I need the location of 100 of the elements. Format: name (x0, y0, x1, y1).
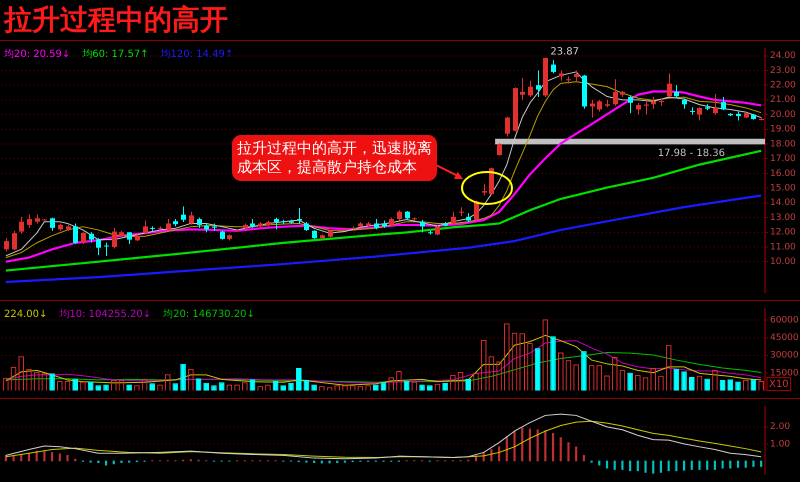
candlestick (12, 230, 17, 250)
bar (296, 368, 302, 391)
candlestick (73, 222, 78, 245)
bar (736, 460, 740, 468)
candlestick (435, 225, 440, 236)
y-tick-label: 24.00 (770, 51, 796, 62)
y-tick-label: 45000 (770, 333, 799, 344)
bar (698, 460, 701, 470)
candlestick (166, 218, 171, 231)
candlestick (597, 99, 602, 112)
candlestick (505, 116, 510, 138)
bar (49, 373, 55, 391)
bar (668, 460, 670, 472)
bar (104, 460, 108, 466)
y-tick-label: 1.00 (770, 439, 790, 450)
candlestick (551, 60, 556, 74)
candlestick (197, 217, 202, 228)
bar (528, 428, 532, 462)
bar (304, 380, 310, 391)
text: 224.00↓ (4, 308, 48, 320)
y-tick-label: 11.00 (770, 242, 796, 252)
text: 均10: 104255.20↓ (58, 308, 152, 320)
bar (250, 379, 256, 391)
bar (12, 456, 15, 462)
y-tick-label: 15000 (770, 368, 799, 378)
bar (536, 429, 539, 462)
candlestick (590, 99, 595, 118)
bar (196, 378, 202, 391)
candlestick (628, 94, 633, 114)
bar (320, 460, 323, 464)
bar (681, 371, 687, 391)
candlestick (682, 98, 687, 110)
candlestick (613, 78, 618, 106)
bar (74, 458, 76, 462)
candlestick (212, 222, 217, 232)
candlestick (397, 210, 402, 222)
candlestick (297, 208, 302, 224)
text: 均60: 17.57↑ (81, 48, 149, 60)
bar (598, 460, 600, 466)
bar (675, 460, 678, 472)
y-tick-label: 18.00 (770, 139, 796, 150)
bar (112, 460, 115, 464)
candlestick (104, 242, 109, 256)
bar (729, 460, 732, 468)
bar (72, 378, 78, 391)
y-tick-label: 10.00 (770, 257, 796, 268)
bar (627, 372, 633, 391)
y-tick-label: 13.00 (770, 212, 796, 223)
bar (582, 455, 585, 462)
candlestick (697, 106, 702, 121)
candlestick (96, 238, 101, 256)
candlestick (713, 94, 718, 116)
candlestick (374, 218, 379, 230)
bar (629, 460, 632, 472)
bar (674, 368, 680, 391)
bar (550, 336, 556, 391)
y-tick-label: 19.00 (770, 124, 796, 135)
candlestick (81, 232, 86, 245)
bar (51, 452, 54, 462)
bar (606, 460, 608, 468)
text: 均120: 14.49↑ (160, 48, 234, 60)
candlestick (274, 217, 279, 230)
bar (652, 460, 654, 474)
y-tick-label: 23.00 (770, 66, 796, 76)
text: 均20: 146730.20↓ (162, 308, 255, 320)
candlestick (4, 238, 9, 252)
bar (66, 455, 69, 462)
annotation: 23.87 (550, 46, 579, 58)
y-tick-label: 12.00 (770, 228, 796, 238)
candlestick (19, 216, 24, 234)
candlestick (474, 200, 479, 222)
bar (720, 380, 726, 391)
bar (272, 380, 278, 391)
candlestick (674, 84, 679, 99)
bar (552, 433, 554, 462)
candlestick (559, 70, 564, 82)
bar (567, 442, 570, 462)
bar (621, 460, 624, 470)
text: X10 (769, 379, 789, 390)
candlestick (528, 80, 533, 98)
candlestick (497, 142, 502, 156)
bar (614, 460, 616, 470)
bar (728, 379, 734, 391)
bar (521, 428, 524, 462)
y-tick-label: 2.00 (770, 422, 790, 432)
y-tick-label: 21.00 (770, 95, 796, 106)
y-tick-label: 15.00 (770, 183, 796, 194)
bar (644, 460, 647, 473)
bar (714, 460, 716, 470)
candlestick (651, 96, 656, 110)
candlestick (636, 102, 641, 116)
bar (560, 437, 562, 462)
bar (690, 460, 693, 470)
bar (534, 348, 540, 391)
bar (544, 430, 546, 462)
bar (689, 376, 695, 391)
candlestick (644, 99, 649, 116)
band-label: 17.98 - 18.36 (658, 148, 726, 159)
bar (722, 460, 724, 468)
candlestick (574, 70, 579, 83)
